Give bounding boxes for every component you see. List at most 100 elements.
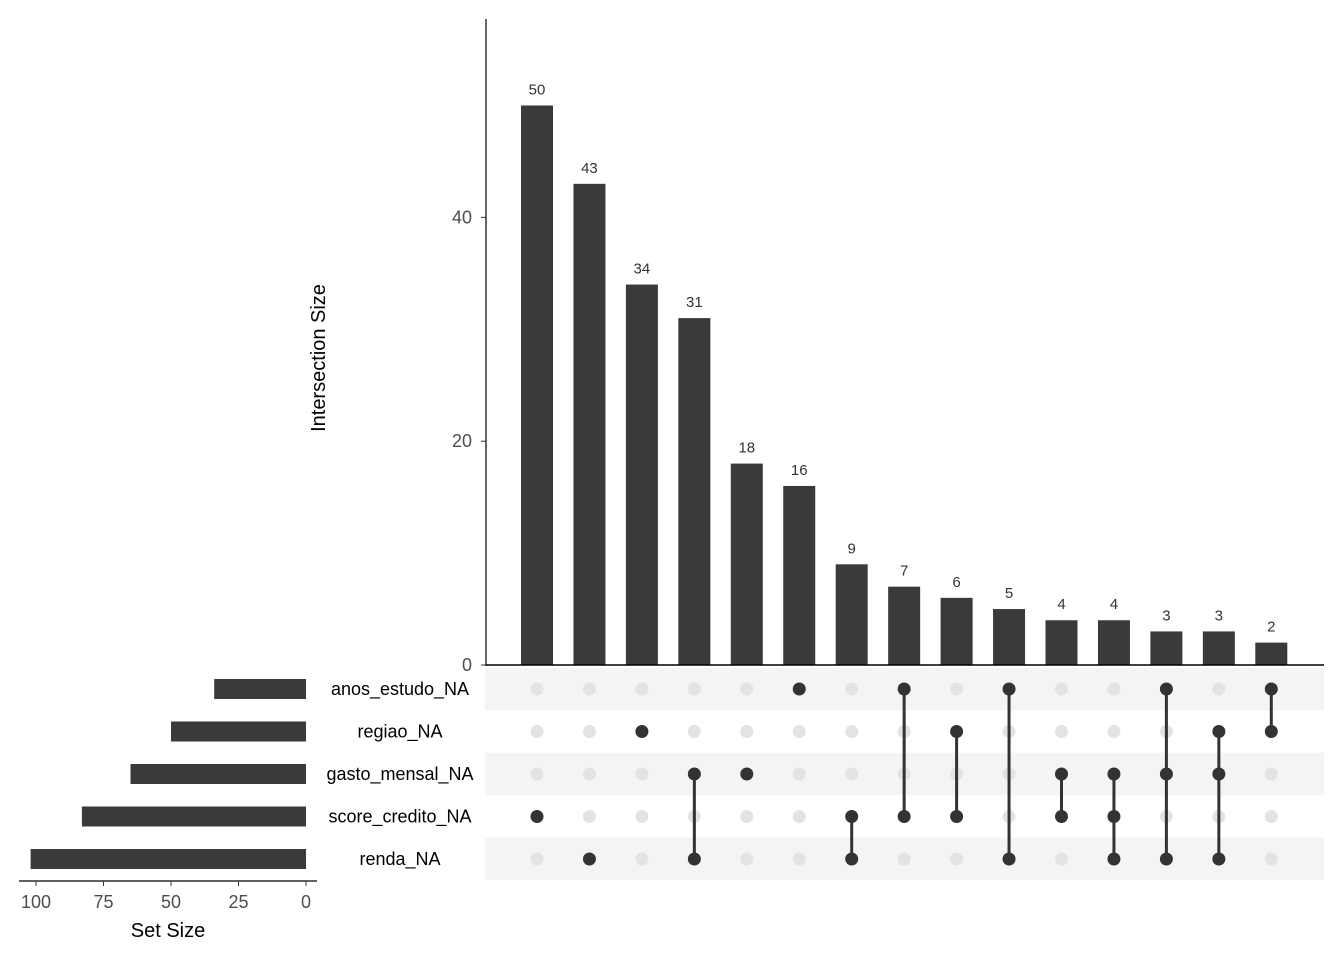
matrix-dot-active xyxy=(1264,682,1278,696)
intersection-size-axis-title: Intersection Size xyxy=(308,284,330,432)
matrix-dot-active xyxy=(1055,767,1068,781)
matrix-dot-active xyxy=(530,810,544,823)
intersection-bar xyxy=(940,597,973,665)
intersection-bar-label: 7 xyxy=(900,563,908,580)
intersection-bar xyxy=(1255,642,1288,665)
matrix-dot-inactive xyxy=(897,852,911,866)
set-size-bars xyxy=(30,679,307,869)
matrix-dot-inactive xyxy=(687,682,701,696)
set-names: anos_estudo_NA regiao_NA gasto_mensal_NAsc… xyxy=(326,679,473,870)
matrix-dot-inactive xyxy=(635,810,649,823)
intersection-bar xyxy=(1150,631,1183,665)
matrix-dot-inactive xyxy=(1212,682,1226,696)
matrix-dot-inactive xyxy=(530,725,544,738)
set-size-bar xyxy=(30,849,306,869)
matrix-dot-inactive xyxy=(1055,682,1068,696)
matrix-dot-inactive xyxy=(845,682,859,696)
matrix-dot-inactive xyxy=(792,810,806,823)
matrix-dot-inactive xyxy=(582,810,596,823)
matrix-dot-active xyxy=(845,810,859,823)
intersection-bars xyxy=(521,105,1288,665)
matrix-dot-inactive xyxy=(687,725,701,738)
intersection-bar xyxy=(888,586,921,665)
matrix-dot-active xyxy=(1264,725,1278,738)
y-tick-label: 20 xyxy=(452,431,472,451)
intersection-bar xyxy=(573,183,606,665)
matrix-dot-active xyxy=(1159,852,1173,866)
matrix-dot-active xyxy=(582,852,596,866)
matrix-dot-inactive xyxy=(950,682,964,696)
matrix-dot-inactive xyxy=(740,852,754,866)
intersection-bar-label: 34 xyxy=(634,261,651,278)
intersection-bar-label: 3 xyxy=(1162,607,1170,624)
matrix-dot-inactive xyxy=(740,810,754,823)
intersection-bar xyxy=(1045,620,1078,665)
intersection-bar xyxy=(835,564,868,665)
matrix-dot-inactive xyxy=(582,682,596,696)
matrix-dot-inactive xyxy=(740,725,754,738)
set-axis-tick-label: 100 xyxy=(21,892,51,912)
matrix-dot-inactive xyxy=(792,852,806,866)
matrix-dot-inactive xyxy=(635,682,649,696)
intersection-bar xyxy=(678,318,711,665)
matrix-dot-inactive xyxy=(1264,810,1278,823)
matrix-dot-inactive xyxy=(635,852,649,866)
matrix-dot-inactive xyxy=(582,725,596,738)
matrix-dots xyxy=(530,682,1278,866)
intersection-bar-label: 16 xyxy=(791,462,808,479)
intersection-bar xyxy=(783,485,816,665)
intersection-bar xyxy=(521,105,553,665)
matrix-dot-inactive xyxy=(1055,725,1068,738)
matrix-dot-inactive xyxy=(1107,682,1121,696)
set-size-axis-title: Set Size xyxy=(131,920,205,942)
matrix-dot-inactive xyxy=(635,767,649,781)
set-size-axis: 100 75 50 25 0 xyxy=(19,880,317,912)
intersection-bar-label: 6 xyxy=(952,574,960,591)
matrix-dot-inactive xyxy=(582,767,596,781)
y-tick-label: 40 xyxy=(452,207,472,227)
matrix-dot-active xyxy=(1107,767,1121,781)
matrix-dot-active xyxy=(792,682,806,696)
intersection-bar xyxy=(1097,620,1130,665)
matrix-dot-inactive xyxy=(792,767,806,781)
set-name-label: regiao_NA xyxy=(357,722,442,743)
matrix-dot-inactive xyxy=(1107,725,1121,738)
intersection-bar-label: 18 xyxy=(738,440,755,457)
intersection-bar xyxy=(1202,631,1235,665)
matrix-dot-active xyxy=(950,725,964,738)
set-name-label: gasto_mensal_NA xyxy=(326,764,473,785)
set-name-label: score_credito_NA xyxy=(328,807,471,828)
intersection-bar-label: 43 xyxy=(581,160,598,177)
matrix-dot-active xyxy=(687,852,701,866)
set-axis-tick-label: 25 xyxy=(228,892,248,912)
set-axis-tick-label: 0 xyxy=(301,892,311,912)
set-name-label: renda_NA xyxy=(359,849,440,870)
matrix-dot-active xyxy=(1159,682,1173,696)
matrix-dot-inactive xyxy=(530,682,544,696)
matrix-dot-active xyxy=(1107,810,1121,823)
set-size-bar xyxy=(81,806,307,827)
matrix-dot-inactive xyxy=(845,767,859,781)
matrix-dot-active xyxy=(740,767,754,781)
matrix-dot-inactive xyxy=(1055,852,1068,866)
matrix-dot-inactive xyxy=(740,682,754,696)
y-tick-label: 0 xyxy=(462,655,472,675)
matrix-dot-inactive xyxy=(1264,852,1278,866)
matrix-dot-active xyxy=(845,852,859,866)
matrix-dot-inactive xyxy=(530,767,544,781)
matrix-dot-active xyxy=(1212,725,1226,738)
matrix-dot-active xyxy=(1159,767,1173,781)
matrix-dot-active xyxy=(635,725,649,738)
intersection-size-axis: 0 20 40 xyxy=(452,19,1324,675)
matrix-dot-active xyxy=(897,682,911,696)
intersection-bar-label: 5 xyxy=(1005,585,1013,602)
matrix-dot-inactive xyxy=(792,725,806,738)
intersection-bar-label: 2 xyxy=(1267,619,1275,636)
intersection-bar-label: 4 xyxy=(1110,596,1118,613)
intersection-bar xyxy=(730,463,763,665)
matrix-dot-active xyxy=(1212,852,1226,866)
intersection-bar-label: 3 xyxy=(1215,607,1223,624)
matrix-dot-inactive xyxy=(845,725,859,738)
